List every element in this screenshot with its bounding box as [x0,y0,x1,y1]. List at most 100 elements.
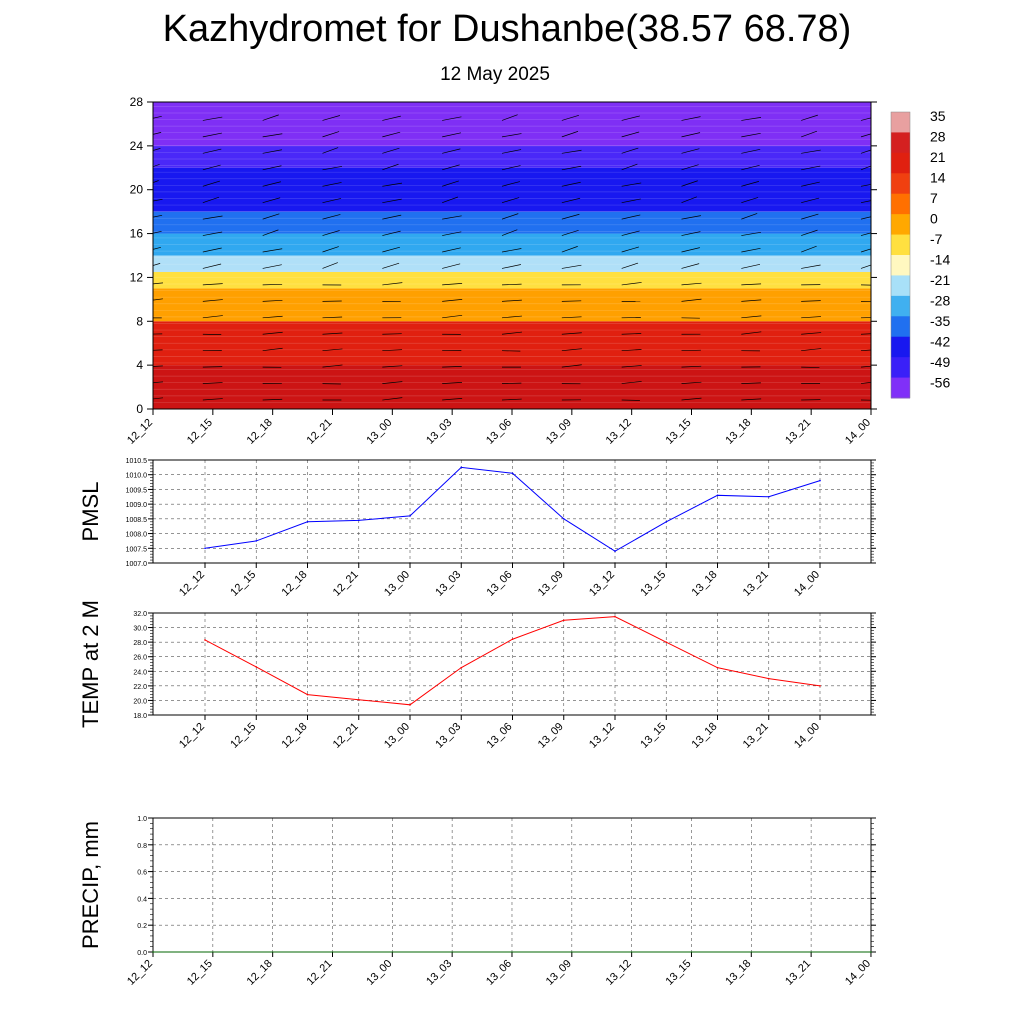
wind-barb [801,245,817,253]
data-point [511,638,514,641]
wind-barb [561,348,582,352]
wind-barb [322,332,343,335]
colorbar-label: 7 [930,190,938,206]
x-tick-label: 13_03 [433,569,463,599]
temp-layer [153,321,871,366]
wind-barb [153,180,159,183]
wind-barb [322,316,343,319]
wind-barb [262,283,283,286]
wind-barb [741,231,761,236]
y-tick-label: 0.6 [137,870,147,877]
y-tick-label: 1007.0 [126,561,148,568]
wind-barb [501,331,523,335]
y-tick-label: 28 [130,95,144,109]
wind-barb [561,332,582,335]
y-tick-label: 0.8 [137,843,147,850]
colorbar-swatch [891,336,910,358]
wind-barb [501,181,520,187]
temp-layer [153,145,871,168]
colorbar-frame [890,111,911,399]
chart-title: Kazhydromet for Dushanbe(38.57 68.78) [162,8,852,50]
wind-barb [153,116,162,119]
wind-barb [621,282,642,286]
wind-barb [322,131,340,138]
data-point [716,666,719,669]
precip-panel: 0.0 0.2 0.4 0.6 0.8 1.0 12_12 12_15 12_18 12_21 13… [78,816,876,988]
wind-barb [442,382,463,384]
x-tick-label: 13_00 [382,569,412,599]
wind-barb [681,215,701,220]
wind-barb [153,230,162,234]
cross-section-fill [153,102,871,409]
wind-barb [442,283,463,286]
wind-barb [681,180,698,187]
wind-barb [153,349,163,351]
wind-barb [681,282,702,286]
wind-barb [741,213,758,220]
wind-barb [442,116,462,121]
wind-barb [561,165,582,171]
colorbar-swatch [891,132,910,154]
y-tick-label: 30.0 [133,626,147,633]
wind-barb [382,230,401,236]
y-tick-label: 1010.0 [126,473,148,480]
x-tick-label: 12_21 [305,417,335,447]
wind-barb [442,148,461,154]
wind-barb [262,213,280,220]
temp-panel: 18.0 20.0 22.0 24.0 26.0 28.0 30.0 32.0 12_12 12_… [78,600,876,751]
wind-barb [501,165,521,171]
x-tick-label: 13_15 [663,958,693,988]
y-tick-label: 16 [130,227,144,241]
wind-barb [561,264,582,269]
x-tick-label: 13_18 [723,417,753,447]
wind-barb [262,149,283,154]
wind-barb [202,148,222,154]
wind-barb [621,230,640,236]
wind-barb [801,264,821,269]
wind-barb [621,262,639,269]
data-point [152,951,154,953]
wind-barb [741,148,761,154]
wind-barb [561,213,580,220]
x-tick-label: 13_12 [587,569,617,599]
wind-barb [442,132,462,138]
wind-barb [262,264,282,269]
wind-barb [621,115,640,121]
wind-barb [860,149,871,154]
wind-barb [382,381,403,384]
wind-barb [202,132,222,138]
y-tick-label: 26.0 [133,655,147,662]
temp-layer [153,365,871,409]
wind-barb [741,398,762,401]
wind-barb [741,247,761,253]
wind-barb [860,248,871,253]
wind-barb [382,282,403,286]
data-point [665,641,668,643]
data-point [562,619,565,622]
wind-barb [202,196,220,204]
wind-barb [262,398,283,401]
x-tick-label: 13_12 [604,417,634,447]
colorbar-label: -56 [930,375,950,391]
wind-barb [561,364,582,368]
x-tick-label: 12_21 [331,721,361,751]
y-tick-label: 1008.0 [126,532,148,539]
temp-layer [153,102,871,146]
y-tick-label: 1009.0 [126,502,148,509]
wind-barb [681,116,701,121]
x-tick-label: 12_21 [304,958,334,988]
colorbar-label: 28 [930,129,946,145]
cross-section-panel: 0 4 8 12 16 20 24 28 12_12 12_15 12_18 12_21 13_00 13… [125,95,877,447]
wind-barb [202,215,223,220]
temp-layer [153,271,871,289]
data-point [255,540,258,542]
wind-barb [202,247,222,253]
wind-barb [561,114,579,121]
data-point [409,704,411,706]
y-tick-label: 20 [130,183,144,197]
wind-barb [741,263,761,269]
wind-barb [501,315,523,319]
wind-barb [561,229,579,236]
wind-barb [202,263,222,269]
wind-barb [621,214,641,220]
